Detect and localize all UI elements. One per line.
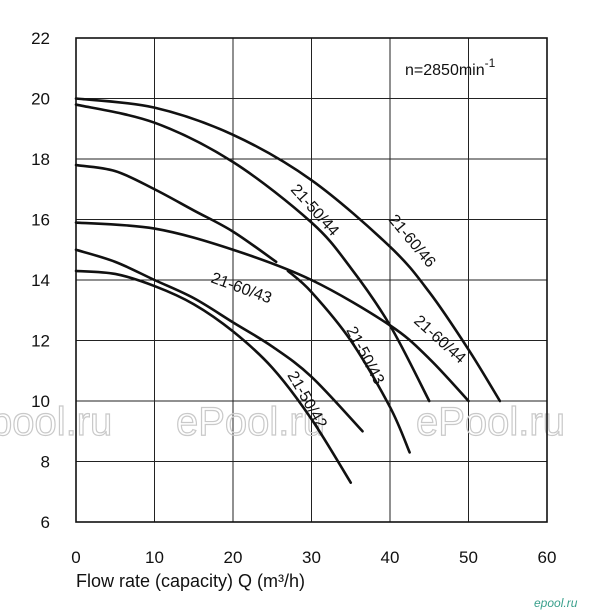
curve-label-21-60-43: 21-60/43	[209, 270, 274, 308]
curve-21-50-42	[74, 269, 353, 484]
curve-21-60-44	[74, 221, 470, 403]
x-tick-label: 40	[381, 548, 400, 567]
x-tick-label: 20	[224, 548, 243, 567]
y-tick-label: 12	[31, 332, 50, 351]
curve-21-50-43	[74, 163, 278, 264]
curve-label-21-50-44: 21-50/44	[287, 181, 342, 239]
y-tick-label: 14	[31, 271, 50, 290]
watermark-layer: pool.ru ePool.ru ePool.ru	[0, 399, 566, 444]
x-tick-label: 10	[145, 548, 164, 567]
curve-label-21-50-43: 21-50/43	[342, 324, 387, 388]
curve-21-50-43-segment	[286, 269, 411, 454]
y-tick-label: 18	[31, 150, 50, 169]
y-tick-label: 20	[31, 90, 50, 109]
x-tick-label: 0	[71, 548, 80, 567]
speed-label: n=2850min-1	[405, 56, 496, 79]
corner-watermark: epool.ru	[534, 596, 578, 610]
curve-label-21-60-44: 21-60/44	[410, 312, 468, 367]
y-tick-label: 10	[31, 392, 50, 411]
x-tick-label: 50	[459, 548, 478, 567]
watermark-text: ePool.ru	[416, 400, 565, 444]
y-tick-label: 22	[31, 29, 50, 48]
watermark-text: pool.ru	[0, 400, 112, 444]
curves	[74, 97, 502, 484]
curve-21-50-44	[74, 103, 431, 403]
y-tick-label: 6	[41, 513, 50, 532]
y-tick-label: 8	[41, 453, 50, 472]
curve-21-60-46	[74, 97, 502, 403]
plot-frame	[75, 37, 548, 523]
x-tick-label: 60	[538, 548, 557, 567]
y-tick-label: 16	[31, 211, 50, 230]
watermark-text: ePool.ru	[176, 400, 325, 444]
plot-border	[75, 37, 548, 523]
curve-21-60-43	[74, 248, 364, 433]
x-tick-labels: 0 10 20 30 40 50 60	[71, 548, 556, 567]
x-axis-label: Flow rate (capacity) Q (m³/h)	[76, 571, 305, 591]
x-tick-label: 30	[302, 548, 321, 567]
curve-label-21-60-46: 21-60/46	[385, 212, 439, 271]
y-tick-labels: 6 8 10 12 14 16 18 20 22	[31, 29, 50, 532]
